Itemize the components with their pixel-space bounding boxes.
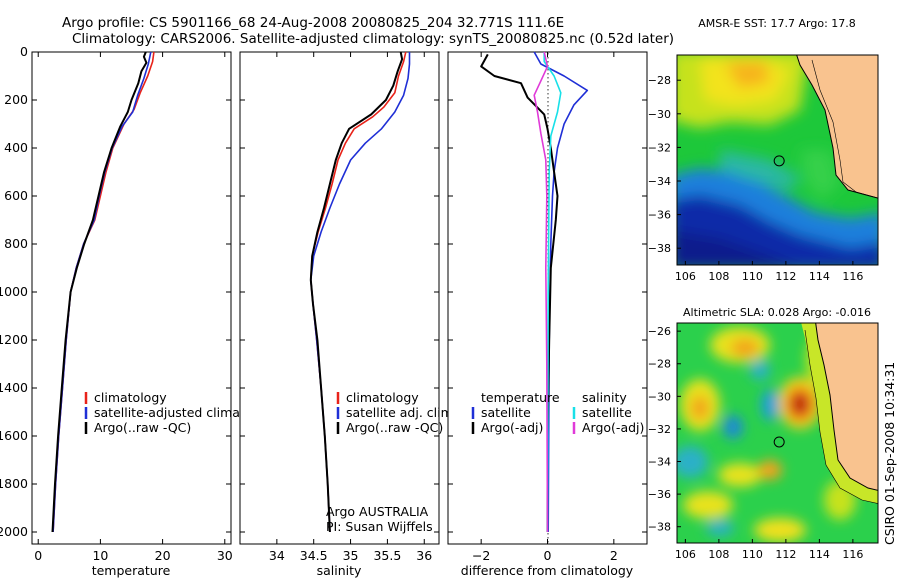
- difference-legend-sal-satellite: satellite: [582, 405, 632, 420]
- y-tick-label: 1000: [0, 284, 28, 299]
- x-tick-label: 30: [217, 548, 233, 563]
- header-line-2: Climatology: CARS2006. Satellite-adjuste…: [72, 31, 674, 47]
- y-tick-label: 800: [4, 236, 28, 251]
- x-tick-label: 0: [34, 548, 42, 563]
- map-x-tick-label: 108: [708, 548, 729, 561]
- salinity-xlabel: salinity: [317, 563, 362, 578]
- map-y-tick-label: −34: [648, 456, 671, 469]
- map-x-tick-label: 110: [742, 548, 763, 561]
- map-y-tick-label: −28: [648, 358, 671, 371]
- salinity-axes-frame: [239, 51, 440, 545]
- map-x-tick-label: 116: [842, 548, 863, 561]
- salinity-legend-argo: Argo(..raw -QC): [346, 420, 443, 435]
- salinity-annotation-pi: PI: Susan Wijffels: [326, 519, 433, 534]
- difference-panel: −2 0 2 difference from climatology tempera…: [447, 51, 648, 578]
- salinity-panel: 34 34.5 35 35.5 36 salinity climatology sate…: [239, 51, 457, 578]
- y-tick-label: 1200: [0, 332, 28, 347]
- x-tick-label: 35: [343, 548, 359, 563]
- temperature-legend-satellite: satellite-adjusted climatology: [94, 405, 280, 420]
- x-tick-label: 35.5: [373, 548, 401, 563]
- sla-field: [677, 323, 878, 543]
- difference-legend-salinity-title: salinity: [582, 390, 627, 405]
- map-y-tick-label: −38: [648, 242, 671, 255]
- sst-map-ticks: 106 108 110 112 114 116 −28 −30 −32 −34 −36 −38: [648, 74, 864, 283]
- temperature-panel: 0 10 20 30 0 200 400 600 800 1000 1200 1400 1600 1800…: [0, 44, 280, 578]
- map-y-tick-label: −32: [648, 141, 671, 154]
- x-tick-label: 20: [155, 548, 171, 563]
- x-tick-label: 34: [269, 548, 285, 563]
- salinity-legend-climatology: climatology: [346, 390, 419, 405]
- temperature-legend: climatology satellite-adjusted climatolo…: [84, 390, 280, 435]
- sla-map-title: Altimetric SLA: 0.028 Argo: -0.016: [683, 306, 871, 319]
- y-tick-label: 2000: [0, 524, 28, 539]
- sla-float-position-marker: [773, 436, 785, 448]
- difference-xlabel: difference from climatology: [461, 563, 634, 578]
- x-tick-label: 10: [92, 548, 108, 563]
- temperature-axes-frame: [31, 51, 232, 545]
- x-tick-label: 0: [544, 548, 552, 563]
- series-line-argo: [51, 51, 148, 533]
- y-tick-label: 1800: [0, 476, 28, 491]
- difference-lines: [480, 51, 589, 533]
- x-tick-label: 36: [416, 548, 432, 563]
- series-line-argo: [309, 51, 404, 533]
- map-x-tick-label: 112: [775, 270, 796, 283]
- map-y-tick-label: −30: [648, 390, 671, 403]
- salinity-lines: [309, 51, 411, 533]
- series-line-temp_satellite: [533, 51, 589, 533]
- map-x-tick-label: 106: [675, 548, 696, 561]
- sst-map-frame: [676, 54, 879, 266]
- side-timestamp-label: CSIRO 01-Sep-2008 10:34:31: [882, 362, 897, 545]
- difference-legend-temp-argo: Argo(-adj): [481, 420, 543, 435]
- difference-ticks: −2 0 2: [448, 51, 647, 563]
- x-tick-label: 34.5: [300, 548, 328, 563]
- sla-map-ticks: 106 108 110 112 114 116 −26 −28 −30 −32 −34 −36 −38: [648, 325, 864, 561]
- y-tick-label: 200: [4, 92, 28, 107]
- x-tick-label: 2: [610, 548, 618, 563]
- salinity-legend: climatology satellite adj. clim. Argo(..…: [336, 390, 457, 435]
- sst-float-position-marker: [773, 155, 785, 167]
- map-y-tick-label: −28: [648, 74, 671, 87]
- sst-field: [677, 55, 878, 265]
- sla-map-frame: [676, 322, 879, 544]
- header-line-1: Argo profile: CS 5901166_68 24-Aug-2008 …: [62, 15, 564, 31]
- difference-legend-temp-satellite: satellite: [481, 405, 531, 420]
- map-y-tick-label: −38: [648, 521, 671, 534]
- x-tick-label: −2: [472, 548, 490, 563]
- y-tick-label: 1400: [0, 380, 28, 395]
- map-y-tick-label: −36: [648, 488, 671, 501]
- map-y-tick-label: −32: [648, 423, 671, 436]
- salinity-ticks: 34 34.5 35 35.5 36: [240, 51, 439, 563]
- series-line-sal_argo: [533, 51, 549, 533]
- salinity-legend-satellite: satellite adj. clim.: [346, 405, 457, 420]
- y-tick-label: 400: [4, 140, 28, 155]
- map-x-tick-label: 112: [775, 548, 796, 561]
- map-x-tick-label: 106: [675, 270, 696, 283]
- map-y-tick-label: −26: [648, 325, 671, 338]
- y-tick-label: 1600: [0, 428, 28, 443]
- map-x-tick-label: 116: [842, 270, 863, 283]
- temperature-legend-argo: Argo(..raw -QC): [94, 420, 191, 435]
- temperature-legend-climatology: climatology: [94, 390, 167, 405]
- difference-legend-sal-argo: Argo(-adj): [582, 420, 644, 435]
- map-x-tick-label: 108: [708, 270, 729, 283]
- y-tick-label: 600: [4, 188, 28, 203]
- difference-legend-temperature-title: temperature: [481, 390, 560, 405]
- map-x-tick-label: 110: [742, 270, 763, 283]
- map-x-tick-label: 114: [809, 270, 830, 283]
- map-y-tick-label: −30: [648, 108, 671, 121]
- temperature-lines: [51, 51, 155, 533]
- salinity-annotation-float: Argo AUSTRALIA: [326, 504, 429, 519]
- map-y-tick-label: −36: [648, 209, 671, 222]
- sla-map: Altimetric SLA: 0.028 Argo: -0.016: [648, 306, 879, 561]
- sst-map: AMSR-E SST: 17.7 Argo: 17.8 106 108 110 112…: [648, 17, 879, 283]
- temperature-xlabel: temperature: [92, 563, 171, 578]
- map-x-tick-label: 114: [809, 548, 830, 561]
- sst-map-title: AMSR-E SST: 17.7 Argo: 17.8: [698, 17, 856, 30]
- difference-legend: temperature satellite Argo(-adj) salinit…: [471, 390, 644, 435]
- y-tick-label: 0: [20, 44, 28, 59]
- map-y-tick-label: −34: [648, 175, 671, 188]
- temperature-ticks: 0 10 20 30 0 200 400 600 800 1000 1200 1400 1600 1800…: [0, 44, 233, 563]
